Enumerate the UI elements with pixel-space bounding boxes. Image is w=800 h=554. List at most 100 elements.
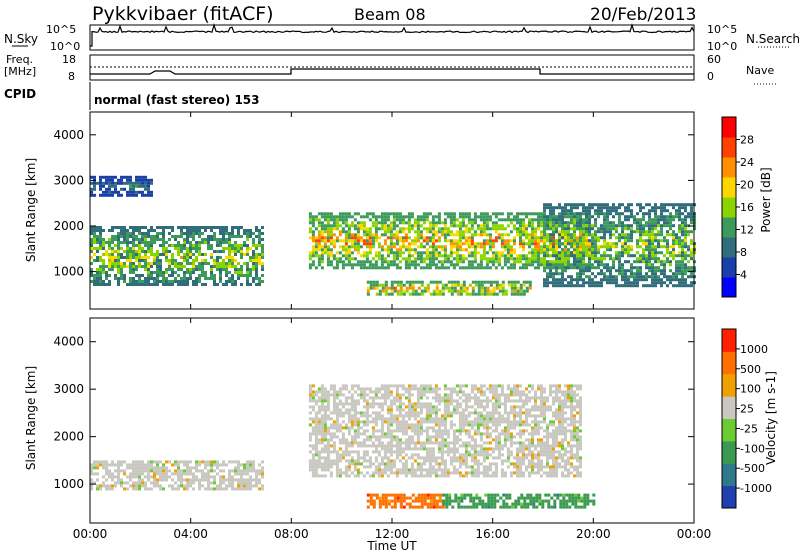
heatmap-cell <box>675 266 678 270</box>
heatmap-cell <box>567 221 570 225</box>
heatmap-cell <box>96 235 99 238</box>
heatmap-cell <box>612 233 615 237</box>
heatmap-cell <box>210 274 213 277</box>
heatmap-cell <box>561 272 564 276</box>
heatmap-cell <box>497 236 501 240</box>
heatmap-cell <box>419 215 423 219</box>
heatmap-cell <box>168 484 171 488</box>
heatmap-cell <box>546 218 549 222</box>
heatmap-cell <box>657 278 660 282</box>
heatmap-cell <box>428 263 432 267</box>
heatmap-cell <box>392 245 396 249</box>
heatmap-cell <box>461 408 465 412</box>
heatmap-cell <box>93 187 96 191</box>
heatmap-cell <box>377 402 381 406</box>
heatmap-cell <box>435 286 439 290</box>
nsky-label: N.Sky <box>4 32 38 46</box>
heatmap-cell <box>413 384 417 388</box>
heatmap-cell <box>99 229 102 232</box>
heatmap-cell <box>449 260 453 264</box>
heatmap-cell <box>473 233 477 237</box>
heatmap-cell <box>366 280 370 284</box>
heatmap-cell <box>111 184 114 188</box>
heatmap-cell <box>129 283 132 286</box>
heatmap-cell <box>314 429 318 433</box>
heatmap-cell <box>189 472 192 476</box>
heatmap-cell <box>425 230 429 234</box>
heatmap-cell <box>684 272 687 276</box>
heatmap-cell <box>356 227 360 231</box>
heatmap-cell <box>408 280 412 284</box>
heatmap-cell <box>168 475 171 479</box>
heatmap-cell <box>443 399 447 403</box>
heatmap-cell <box>141 235 144 238</box>
heatmap-cell <box>377 396 381 400</box>
heatmap-cell <box>597 260 600 264</box>
heatmap-cell <box>470 456 474 460</box>
heatmap-cell <box>642 212 645 216</box>
heatmap-cell <box>314 239 318 243</box>
heatmap-cell <box>153 484 156 488</box>
heatmap-cell <box>558 221 561 225</box>
heatmap-cell <box>609 206 612 210</box>
heatmap-cell <box>597 272 600 276</box>
heatmap-cell <box>162 271 165 274</box>
heatmap-cell <box>317 257 321 261</box>
heatmap-cell <box>383 212 387 216</box>
heatmap-cell <box>204 253 207 256</box>
heatmap-cell <box>684 236 687 240</box>
heatmap-cell <box>570 227 573 231</box>
heatmap-cell <box>585 281 588 285</box>
heatmap-cell <box>648 227 651 231</box>
heatmap-cell <box>681 260 684 264</box>
heatmap-cell <box>630 209 633 213</box>
heatmap-cell <box>450 292 454 296</box>
heatmap-cell <box>126 238 129 241</box>
heatmap-cell <box>171 484 174 488</box>
heatmap-cell <box>639 239 642 243</box>
heatmap-cell <box>534 233 537 237</box>
heatmap-cell <box>408 292 412 296</box>
heatmap-cell <box>332 462 336 466</box>
heatmap-cell <box>561 269 564 273</box>
heatmap-cell <box>467 411 471 415</box>
heatmap-cell <box>687 266 690 270</box>
heatmap-cell <box>669 263 672 267</box>
heatmap-cell <box>416 254 420 258</box>
heatmap-cell <box>600 236 603 240</box>
heatmap-cell <box>609 224 612 228</box>
heatmap-cell <box>606 212 609 216</box>
heatmap-cell <box>446 468 450 472</box>
heatmap-cell <box>156 256 159 259</box>
heatmap-cell <box>585 266 588 270</box>
heatmap-cell <box>195 478 198 482</box>
heatmap-cell <box>422 215 426 219</box>
heatmap-cell <box>135 175 138 179</box>
heatmap-cell <box>362 393 366 397</box>
heatmap-cell <box>329 224 333 228</box>
heatmap-cell <box>419 408 423 412</box>
heatmap-cell <box>231 460 234 464</box>
heatmap-cell <box>467 242 471 246</box>
heatmap-cell <box>108 190 111 194</box>
heatmap-cell <box>633 281 636 285</box>
heatmap-cell <box>135 184 138 188</box>
heatmap-cell <box>96 466 99 470</box>
heatmap-cell <box>491 239 495 243</box>
heatmap-cell <box>558 242 561 246</box>
heatmap-cell <box>525 224 528 228</box>
heatmap-cell <box>141 250 144 253</box>
heatmap-cell <box>141 274 144 277</box>
heatmap-cell <box>320 212 324 216</box>
heatmap-cell <box>666 230 669 234</box>
y-tick-label: 2000 <box>53 219 84 233</box>
heatmap-cell <box>168 244 171 247</box>
heatmap-cell <box>365 260 369 264</box>
heatmap-cell <box>123 238 126 241</box>
heatmap-cell <box>477 292 481 296</box>
heatmap-cell <box>332 399 336 403</box>
heatmap-cell <box>567 212 570 216</box>
heatmap-cell <box>120 175 123 179</box>
heatmap-cell <box>138 226 141 229</box>
